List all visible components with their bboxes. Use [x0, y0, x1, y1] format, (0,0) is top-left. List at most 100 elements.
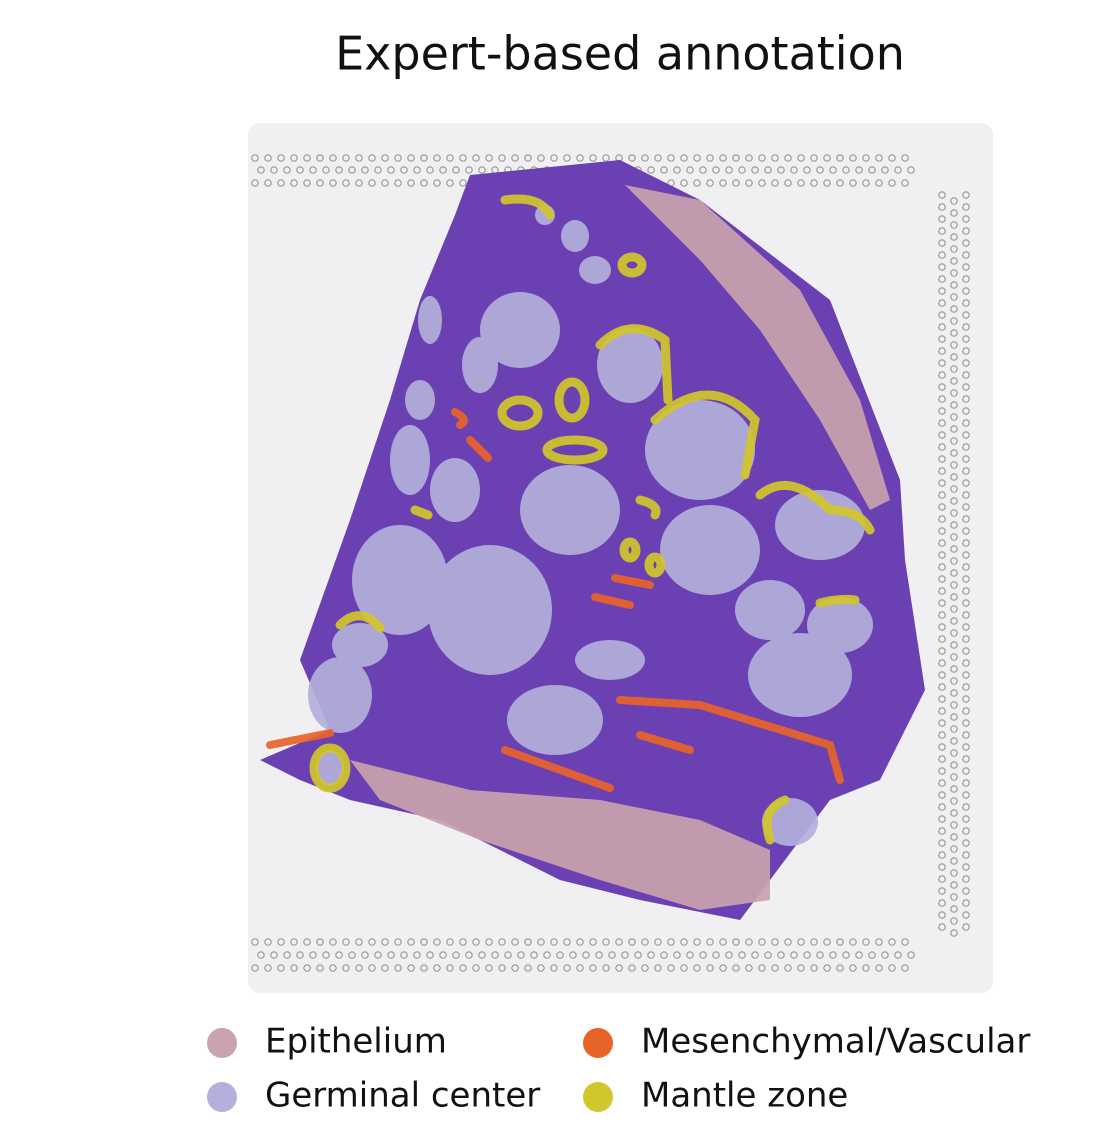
- spot: [862, 154, 870, 162]
- spot: [264, 938, 272, 946]
- spot: [465, 951, 473, 959]
- spot: [303, 154, 311, 162]
- spot: [446, 964, 454, 972]
- spot: [938, 611, 946, 619]
- spot: [816, 166, 824, 174]
- spot: [962, 299, 970, 307]
- legend: Epithelium Germinal center Mesenchymal/Vas…: [207, 1022, 1030, 1116]
- spot: [962, 239, 970, 247]
- spot: [962, 827, 970, 835]
- spot: [706, 964, 714, 972]
- spot: [342, 938, 350, 946]
- spot: [329, 938, 337, 946]
- spot: [407, 154, 415, 162]
- spot: [962, 647, 970, 655]
- spot: [962, 587, 970, 595]
- spot: [862, 179, 870, 187]
- spot: [962, 287, 970, 295]
- spot: [374, 951, 382, 959]
- spot: [615, 938, 623, 946]
- spot: [962, 191, 970, 199]
- spot: [686, 166, 694, 174]
- spot: [693, 964, 701, 972]
- spot: [329, 964, 337, 972]
- spot: [394, 154, 402, 162]
- spot: [563, 938, 571, 946]
- spot: [712, 951, 720, 959]
- spot: [950, 869, 958, 877]
- spot: [641, 938, 649, 946]
- spot: [962, 395, 970, 403]
- spot: [962, 863, 970, 871]
- spot: [950, 593, 958, 601]
- spot: [950, 665, 958, 673]
- spot: [459, 938, 467, 946]
- spot: [381, 964, 389, 972]
- spot: [950, 437, 958, 445]
- spot: [962, 419, 970, 427]
- spot: [938, 491, 946, 499]
- spot: [719, 154, 727, 162]
- spot: [361, 951, 369, 959]
- spot: [439, 951, 447, 959]
- spot: [745, 938, 753, 946]
- spot: [758, 938, 766, 946]
- spot: [368, 154, 376, 162]
- spot: [550, 154, 558, 162]
- spot: [962, 527, 970, 535]
- spot: [950, 245, 958, 253]
- spot: [699, 166, 707, 174]
- spot: [524, 154, 532, 162]
- spot: [862, 938, 870, 946]
- spot: [938, 779, 946, 787]
- spot: [797, 938, 805, 946]
- spot: [641, 154, 649, 162]
- spot: [901, 179, 909, 187]
- spot: [950, 293, 958, 301]
- spot: [938, 707, 946, 715]
- spot: [303, 179, 311, 187]
- spot: [764, 166, 772, 174]
- spot: [628, 154, 636, 162]
- spot: [576, 154, 584, 162]
- spot: [277, 154, 285, 162]
- spot: [758, 179, 766, 187]
- spot: [777, 951, 785, 959]
- spot: [962, 563, 970, 571]
- spot: [950, 521, 958, 529]
- spot: [881, 951, 889, 959]
- spot: [745, 964, 753, 972]
- spot: [355, 964, 363, 972]
- spot: [283, 951, 291, 959]
- spot: [589, 938, 597, 946]
- spot: [316, 179, 324, 187]
- spot: [950, 761, 958, 769]
- spot: [498, 154, 506, 162]
- spot: [537, 938, 545, 946]
- spot: [938, 551, 946, 559]
- spot: [938, 263, 946, 271]
- spot: [950, 233, 958, 241]
- spot: [938, 191, 946, 199]
- spot: [829, 166, 837, 174]
- spot: [950, 773, 958, 781]
- spot: [420, 938, 428, 946]
- spot: [950, 425, 958, 433]
- spot: [950, 557, 958, 565]
- spot: [962, 263, 970, 271]
- spot: [938, 419, 946, 427]
- spot: [938, 599, 946, 607]
- spot: [938, 731, 946, 739]
- spot: [950, 929, 958, 937]
- spot: [962, 911, 970, 919]
- spot: [420, 179, 428, 187]
- spot: [875, 964, 883, 972]
- spot: [962, 803, 970, 811]
- spot: [836, 179, 844, 187]
- spot: [706, 938, 714, 946]
- spot: [303, 938, 311, 946]
- spot: [950, 881, 958, 889]
- spot: [732, 938, 740, 946]
- spot: [962, 275, 970, 283]
